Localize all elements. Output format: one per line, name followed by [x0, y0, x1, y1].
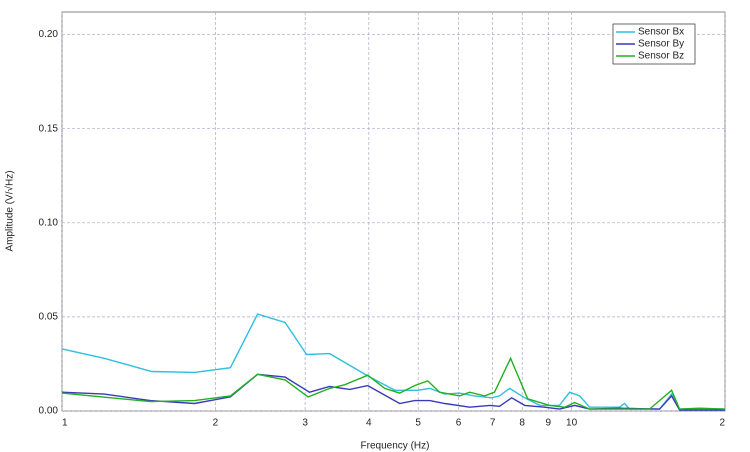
x-tick-label: 5: [415, 418, 421, 429]
x-tick-label: 6: [456, 418, 462, 429]
x-tick-label: 3: [302, 418, 308, 429]
x-tick-label: 2: [719, 418, 725, 429]
x-tick-label: 1: [62, 418, 68, 429]
x-tick-label: 2: [213, 418, 219, 429]
x-tick-label: 7: [490, 418, 496, 429]
series-line: [61, 313, 725, 410]
y-tick-label: 0.00: [39, 406, 59, 417]
y-tick-label: 0.15: [39, 123, 59, 134]
legend-label: Sensor Bx: [638, 27, 684, 38]
y-tick-label: 0.05: [39, 312, 59, 323]
series-line: [61, 356, 726, 410]
y-tick-label: 0.20: [39, 29, 59, 40]
x-tick-label: 4: [366, 418, 372, 429]
y-tick-label: 0.10: [39, 217, 59, 228]
x-tick-label: 9: [545, 418, 551, 429]
x-axis-label: Frequency (Hz): [361, 441, 430, 452]
x-tick-label: 8: [519, 418, 525, 429]
legend-label: Sensor Bz: [638, 51, 684, 62]
plot-area: [61, 11, 726, 412]
legend-label: Sensor By: [638, 39, 684, 50]
x-tick-label: 10: [566, 418, 578, 429]
y-axis-label: Amplitude (V/√Hz): [4, 170, 16, 251]
